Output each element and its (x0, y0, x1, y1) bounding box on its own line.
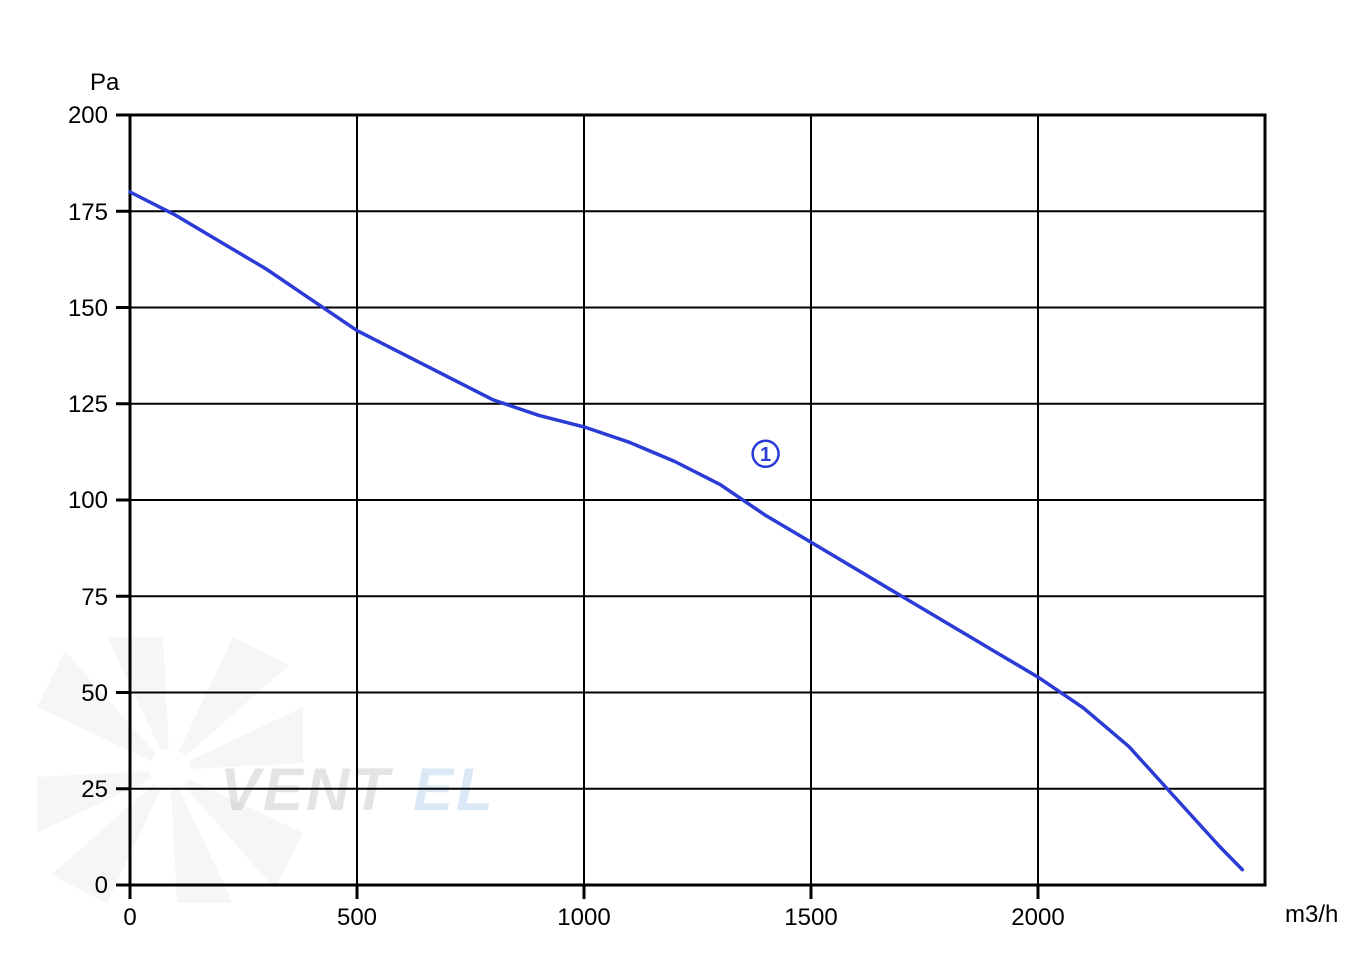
y-tick-label: 150 (68, 295, 108, 322)
x-tick-labels: 0 500 1000 1500 2000 (123, 904, 1064, 931)
y-tick-label: 50 (81, 680, 108, 707)
chart-svg: VENT EL Pa m3/h (20, 20, 1346, 964)
y-tick-label: 125 (68, 391, 108, 418)
x-tick-label: 500 (337, 904, 377, 931)
series-1-label: 1 (753, 441, 779, 467)
y-tick-label: 200 (68, 102, 108, 129)
y-tick-label: 100 (68, 487, 108, 514)
y-tick-label: 75 (81, 584, 108, 611)
x-tick-label: 2000 (1011, 904, 1064, 931)
fan-curve-chart: VENT EL Pa m3/h (20, 20, 1326, 924)
y-tick-label: 0 (95, 872, 108, 899)
y-axis-label: Pa (90, 69, 120, 96)
y-ticks (116, 115, 130, 885)
series-1-label-text: 1 (760, 444, 771, 466)
x-axis-label: m3/h (1285, 901, 1338, 928)
y-tick-label: 175 (68, 199, 108, 226)
x-ticks (130, 885, 1038, 899)
y-tick-label: 25 (81, 776, 108, 803)
x-tick-label: 0 (123, 904, 136, 931)
x-tick-label: 1000 (557, 904, 610, 931)
x-tick-label: 1500 (784, 904, 837, 931)
